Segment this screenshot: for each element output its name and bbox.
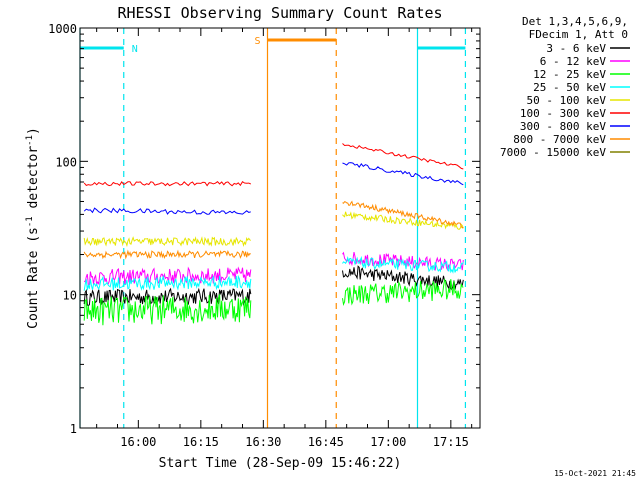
legend-label: 12 - 25 keV xyxy=(533,68,606,81)
axis-ticks: 16:00 16:15 16:30 16:45 17:00 17:15 1 10 100 1000 xyxy=(48,22,480,449)
y-tick-label: 1000 xyxy=(48,22,77,36)
saa-label: S xyxy=(255,36,261,47)
legend-label: 800 - 7000 keV xyxy=(513,133,606,146)
y-axis-label: Count Rate (s-1 detector-1) xyxy=(25,127,41,329)
series-layer xyxy=(83,143,464,326)
footer-timestamp: 15-Oct-2021 21:45 xyxy=(554,469,636,478)
legend-header: FDecim 1, Att 0 xyxy=(529,28,628,41)
plot-frame xyxy=(79,27,481,429)
series-line xyxy=(83,274,252,291)
x-tick-label: 17:15 xyxy=(433,435,469,449)
night-label: N xyxy=(132,44,138,55)
series-line xyxy=(342,278,464,307)
x-axis-label: Start Time (28-Sep-09 15:46:22) xyxy=(159,456,402,471)
y-axis-label-part: ) xyxy=(26,127,41,135)
legend-label: 3 - 6 keV xyxy=(546,42,606,55)
legend-header: Det 1,3,4,5,6,9, xyxy=(522,15,628,28)
series-line xyxy=(83,287,252,306)
series-line xyxy=(342,255,464,274)
series-line xyxy=(83,236,252,248)
series-line xyxy=(342,162,464,186)
y-axis-label-part: Count Rate (s xyxy=(26,227,41,329)
y-tick-label: 1 xyxy=(70,422,77,436)
series-line xyxy=(83,181,252,187)
y-tick-label: 10 xyxy=(63,289,77,303)
y-tick-label: 100 xyxy=(55,155,77,169)
x-tick-label: 16:15 xyxy=(183,435,219,449)
x-tick-label: 16:45 xyxy=(308,435,344,449)
x-tick-label: 17:00 xyxy=(370,435,406,449)
legend-label: 100 - 300 keV xyxy=(520,107,606,120)
series-line xyxy=(83,207,251,215)
series-line xyxy=(83,249,252,260)
series-line xyxy=(342,200,464,229)
x-tick-label: 16:00 xyxy=(120,435,156,449)
series-line xyxy=(83,294,252,326)
x-tick-label: 16:30 xyxy=(245,435,281,449)
legend-label: 6 - 12 keV xyxy=(540,55,607,68)
legend-label: 300 - 800 keV xyxy=(520,120,606,133)
series-line xyxy=(342,265,464,291)
y-axis-label-part: detector xyxy=(26,146,41,217)
legend-label: 50 - 100 keV xyxy=(527,94,607,107)
y-axis-label-sup: -1 xyxy=(25,216,35,227)
chart-title: RHESSI Observing Summary Count Rates xyxy=(117,4,442,22)
series-line xyxy=(83,266,252,287)
y-axis-label-sup: -1 xyxy=(25,135,35,146)
legend-label: 7000 - 15000 keV xyxy=(500,146,606,159)
legend-label: 25 - 50 keV xyxy=(533,81,606,94)
series-line xyxy=(342,143,464,170)
